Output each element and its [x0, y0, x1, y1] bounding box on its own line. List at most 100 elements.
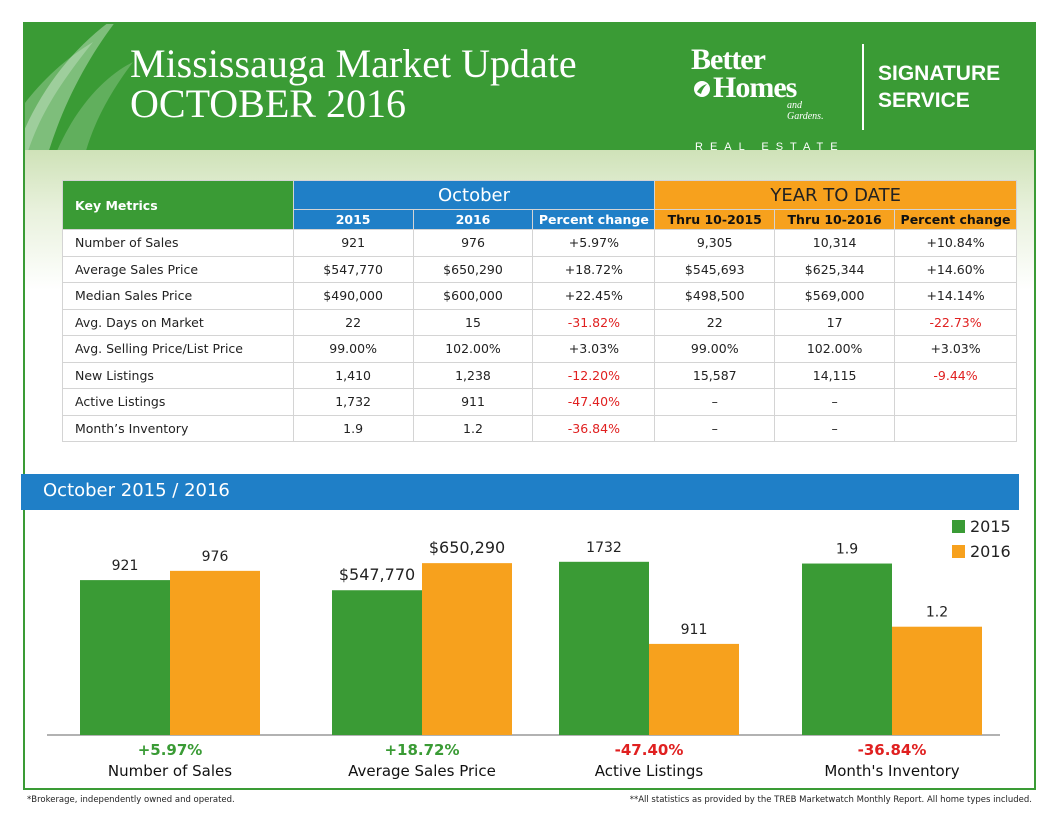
row-label: Active Listings: [62, 388, 294, 416]
brand-homes-text: Homes: [713, 71, 797, 104]
comparison-bar-chart: 921 976 +5.97% Number of Sales $547,770 $650,…: [47, 517, 1011, 780]
table-cell: +18.72%: [532, 255, 656, 283]
table-row: Number of Sales 921 976 +5.97% 9,305 10,314 +1…: [62, 229, 1017, 257]
table-cell: $625,344: [774, 255, 896, 283]
table-row: New Listings 1,410 1,238 -12.20% 15,587 14,11…: [62, 361, 1017, 389]
table-body: Number of Sales 921 976 +5.97% 9,305 10,314 +1…: [62, 229, 1017, 442]
title-line-2: OCTOBER 2016: [130, 81, 406, 126]
subheader-oct-percent: Percent change: [532, 209, 656, 230]
table-cell: 976: [412, 229, 534, 257]
table-cell: -22.73%: [894, 308, 1017, 336]
table-cell: $650,290: [412, 255, 534, 283]
table-row: Avg. Days on Market 22 15 -31.82% 22 17 -22.73…: [62, 308, 1017, 336]
brand-logo: Better Homes and Gardens. REAL ESTATE: [691, 43, 838, 151]
category-label: Month's Inventory: [824, 762, 959, 780]
footer-disclaimer-right: **All statistics as provided by the TREB…: [629, 795, 1032, 805]
table-row: Active Listings 1,732 911 -47.40% – –: [62, 388, 1017, 416]
title-line-1: Mississauga Market Update: [130, 41, 577, 86]
table-cell: 17: [774, 308, 896, 336]
table-header-row: Key Metrics October YEAR TO DATE: [62, 180, 1017, 230]
bar-2015: [559, 561, 649, 735]
table-row: Median Sales Price $490,000 $600,000 +22.45…: [62, 282, 1017, 310]
subheader-thru-2015: Thru 10-2015: [654, 209, 776, 230]
bar-value-label: $547,770: [339, 565, 415, 584]
row-label: New Listings: [62, 361, 294, 389]
row-label: Month’s Inventory: [62, 414, 294, 442]
chart-section-title: October 2015 / 2016: [43, 480, 230, 501]
table-cell: 102.00%: [774, 335, 896, 363]
legend-swatch-2016: [952, 545, 965, 558]
table-cell: $547,770: [292, 255, 414, 283]
table-cell: –: [774, 388, 896, 416]
bar-value-label: 1.2: [926, 605, 948, 621]
brand-line-1: Better: [691, 43, 766, 76]
table-cell: +3.03%: [894, 335, 1017, 363]
bar-2015: [332, 590, 422, 735]
row-label: Median Sales Price: [62, 282, 294, 310]
table-cell: +10.84%: [894, 229, 1017, 257]
table-cell: +14.14%: [894, 282, 1017, 310]
row-label: Avg. Selling Price/List Price: [62, 335, 294, 363]
table-cell: 22: [654, 308, 776, 336]
header-banner: Mississauga Market Update OCTOBER 2016 B…: [23, 22, 1036, 150]
brand-line-3: and Gardens.: [787, 100, 824, 122]
subheader-thru-2016: Thru 10-2016: [774, 209, 896, 230]
table-cell: $600,000: [412, 282, 534, 310]
bar-2016: [170, 570, 260, 735]
table-cell: 9,305: [654, 229, 776, 257]
percent-change-label: -36.84%: [858, 741, 927, 759]
table-cell: 10,314: [774, 229, 896, 257]
chart-section-header: October 2015 / 2016: [21, 474, 1019, 510]
bar-2016: [422, 563, 512, 735]
key-metrics-header: Key Metrics: [62, 180, 294, 230]
table-cell: 15: [412, 308, 534, 336]
bar-2015: [802, 563, 892, 735]
page-title: Mississauga Market Update OCTOBER 2016: [130, 44, 577, 124]
legend-swatch-2015: [952, 520, 965, 533]
table-cell: 1,238: [412, 361, 534, 389]
percent-change-label: +18.72%: [384, 741, 459, 759]
ytd-header: YEAR TO DATE: [654, 180, 1017, 210]
table-subheader-row: 2015 2016 Percent change Thru 10-2015 Th…: [63, 209, 1017, 230]
brand-line-2: Homes: [691, 71, 797, 104]
table-cell: 14,115: [774, 361, 896, 389]
table-cell: -31.82%: [532, 308, 656, 336]
table-cell: 102.00%: [412, 335, 534, 363]
table-cell: +5.97%: [532, 229, 656, 257]
page-frame: Mississauga Market Update OCTOBER 2016 B…: [23, 22, 1036, 790]
table-row: Average Sales Price $547,770 $650,290 +18.7…: [62, 255, 1017, 283]
row-label: Avg. Days on Market: [62, 308, 294, 336]
key-metrics-table: Key Metrics October YEAR TO DATE 2015 20…: [62, 180, 1017, 442]
table-cell: 99.00%: [292, 335, 414, 363]
table-cell: -47.40%: [532, 388, 656, 416]
leaf-graphic: [23, 22, 133, 150]
bar-2015: [80, 580, 170, 735]
bar-2016: [649, 643, 739, 735]
legend-label-2016: 2016: [970, 542, 1011, 561]
table-cell: 1.9: [292, 414, 414, 442]
table-row: Month’s Inventory 1.9 1.2 -36.84% – –: [62, 414, 1017, 442]
percent-change-label: -47.40%: [615, 741, 684, 759]
subheader-2015: 2015: [292, 209, 414, 230]
footer-disclaimer-left: *Brokerage, independently owned and oper…: [27, 795, 235, 805]
table-cell: 15,587: [654, 361, 776, 389]
table-cell: 22: [292, 308, 414, 336]
table-cell: -9.44%: [894, 361, 1017, 389]
brand-line-4: REAL ESTATE: [695, 141, 845, 150]
table-cell: +22.45%: [532, 282, 656, 310]
table-cell: +14.60%: [894, 255, 1017, 283]
table-cell: –: [774, 414, 896, 442]
october-header: October: [292, 180, 656, 210]
bar-value-label: $650,290: [429, 538, 505, 557]
signature-line-1: SIGNATURE: [878, 62, 1001, 85]
bar-value-label: 921: [112, 558, 139, 574]
table-cell: 1,410: [292, 361, 414, 389]
table-cell: -12.20%: [532, 361, 656, 389]
bar-value-label: 1.9: [836, 542, 858, 558]
table-cell: +3.03%: [532, 335, 656, 363]
house-leaf-icon: [694, 81, 710, 97]
table-cell: -36.84%: [532, 414, 656, 442]
bar-value-label: 911: [681, 622, 708, 638]
table-cell: 911: [412, 388, 534, 416]
table-cell: –: [654, 388, 776, 416]
